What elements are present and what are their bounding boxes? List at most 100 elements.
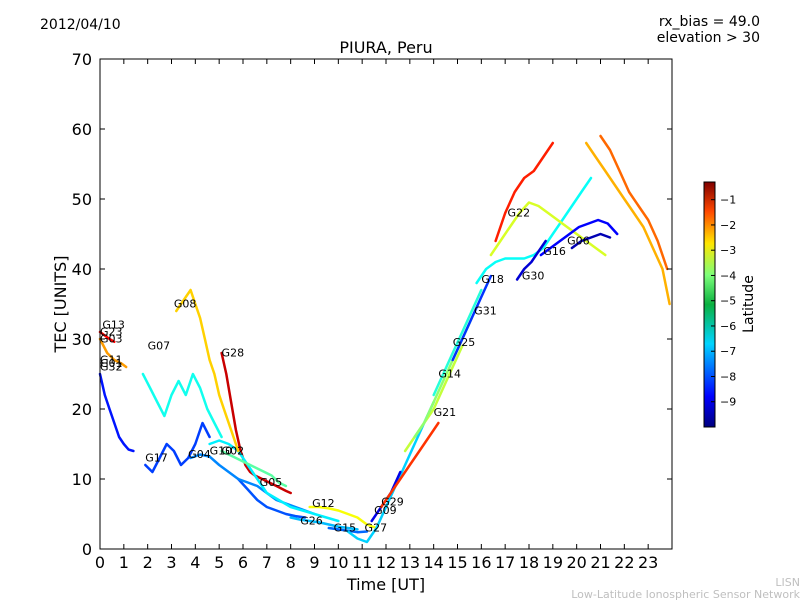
- satellite-label-g14: G14: [438, 368, 461, 381]
- satellite-label-g03: G03: [100, 333, 123, 346]
- x-tick-label: 12: [376, 553, 396, 572]
- colorbar-tick-label: −3: [720, 244, 736, 257]
- series-line-g01: [98, 372, 135, 453]
- colorbar-tick-label: −8: [720, 370, 736, 383]
- colorbar-tick-label: −2: [720, 219, 736, 232]
- x-axis: 0 1 2 3 4 5 6 7 8 9 10 11 12 13 14 15 16 17 18 19 20 21 22 23: [95, 59, 658, 572]
- x-tick-label: 4: [190, 553, 200, 572]
- satellite-label-g11: G11: [100, 354, 123, 367]
- satellite-label-g04: G04: [188, 448, 211, 461]
- satellite-label-g25: G25: [453, 336, 476, 349]
- satellite-label-g23: G23: [100, 326, 123, 339]
- satellite-label-g06: G06: [567, 235, 590, 248]
- satellite-label-g16: G16: [543, 245, 566, 258]
- series-line-g08: [175, 288, 240, 453]
- x-tick-label: 8: [286, 553, 296, 572]
- x-axis-label: Time [UT]: [346, 575, 425, 594]
- series-line-g16: [539, 218, 619, 257]
- y-axis-label: TEC [UNITS]: [51, 256, 70, 354]
- x-tick-label: 15: [447, 553, 467, 572]
- series-line-g24: [584, 141, 671, 306]
- satellite-label-g10: G10: [210, 445, 233, 458]
- x-tick-label: 3: [166, 553, 176, 572]
- series-line-g10: [208, 439, 340, 523]
- x-tick-label: 18: [519, 553, 539, 572]
- x-tick-label: 2: [143, 553, 153, 572]
- series-line-g06: [570, 232, 612, 250]
- series-layer: [98, 134, 671, 544]
- satellite-label-g32: G32: [100, 361, 123, 374]
- x-tick-label: 1: [119, 553, 129, 572]
- y-tick-label: 0: [82, 540, 92, 559]
- series-line-g30: [515, 239, 547, 281]
- satellite-label-g17: G17: [145, 452, 168, 465]
- y-tick-label: 70: [72, 50, 92, 69]
- satellite-label-g26: G26: [300, 515, 323, 528]
- series-line-g05: [236, 477, 307, 519]
- colorbar-ticks: −1 −2 −3 −4 −5 −6 −7 −8 −9: [711, 194, 736, 409]
- satellite-label-g28: G28: [222, 347, 245, 360]
- series-line-g22: [489, 201, 607, 257]
- x-tick-label: 7: [262, 553, 272, 572]
- series-line-g04: [189, 453, 316, 516]
- series-line-g23: [98, 330, 116, 344]
- x-tick-label: 21: [590, 553, 610, 572]
- chart-title: PIURA, Peru: [339, 38, 433, 57]
- series-line-g12: [308, 505, 378, 530]
- x-tick-label: 19: [543, 553, 563, 572]
- y-tick-label: 20: [72, 400, 92, 419]
- satellite-label-g08: G08: [174, 298, 197, 311]
- latitude-colorbar: [703, 181, 716, 428]
- series-line-g17: [144, 421, 211, 474]
- y-axis: 0 10 20 30 40 50 60 70: [72, 50, 672, 559]
- series-line-g19: [494, 141, 555, 243]
- satellite-label-g29: G29: [381, 496, 404, 509]
- y-tick-label: 40: [72, 260, 92, 279]
- series-line-g21: [403, 344, 464, 453]
- footer-network-name: Low-Latitude Ionospheric Sensor Network: [571, 588, 800, 600]
- x-tick-label: 11: [352, 553, 372, 572]
- colorbar-tick-label: −1: [720, 194, 736, 207]
- colorbar-tick-label: −9: [720, 396, 736, 409]
- satellite-label-g09: G09: [374, 504, 397, 517]
- y-tick-label: 30: [72, 330, 92, 349]
- x-tick-label: 22: [614, 553, 634, 572]
- satellite-label-g22: G22: [508, 207, 531, 220]
- colorbar-tick-label: −5: [720, 295, 736, 308]
- satellite-label-g27: G27: [365, 522, 388, 535]
- satellite-label-g05: G05: [260, 476, 283, 489]
- colorbar-tick-label: −4: [720, 269, 736, 282]
- series-line-g03: [599, 134, 669, 271]
- colorbar-tick-label: −6: [720, 320, 736, 333]
- x-tick-label: 13: [400, 553, 420, 572]
- series-line-g13: [98, 337, 128, 369]
- series-line-g31: [451, 274, 493, 362]
- series-line-g27: [346, 400, 435, 544]
- satellite-label-g02: G02: [222, 445, 245, 458]
- series-line-g26: [289, 516, 359, 531]
- x-tick-label: 14: [423, 553, 443, 572]
- colorbar-label: Latitude: [741, 275, 757, 333]
- series-line-g07: [141, 372, 223, 439]
- x-tick-label: 9: [309, 553, 319, 572]
- series-line-g29: [379, 421, 440, 509]
- satellite-label-g15: G15: [334, 522, 357, 535]
- x-tick-label: 10: [328, 553, 348, 572]
- satellite-label-g31: G31: [474, 305, 497, 318]
- x-tick-label: 20: [566, 553, 586, 572]
- x-tick-label: 0: [95, 553, 105, 572]
- x-tick-label: 6: [238, 553, 248, 572]
- satellite-label-g12: G12: [312, 497, 335, 510]
- x-tick-label: 5: [214, 553, 224, 572]
- colorbar-tick-label: −7: [720, 345, 736, 358]
- satellite-label-g30: G30: [522, 270, 545, 283]
- satellite-label-g18: G18: [481, 273, 504, 286]
- series-line-g28: [220, 351, 292, 495]
- series-line-g02: [220, 449, 288, 488]
- y-tick-label: 10: [72, 470, 92, 489]
- satellite-label-g21: G21: [434, 406, 457, 419]
- series-line-g18: [475, 176, 593, 285]
